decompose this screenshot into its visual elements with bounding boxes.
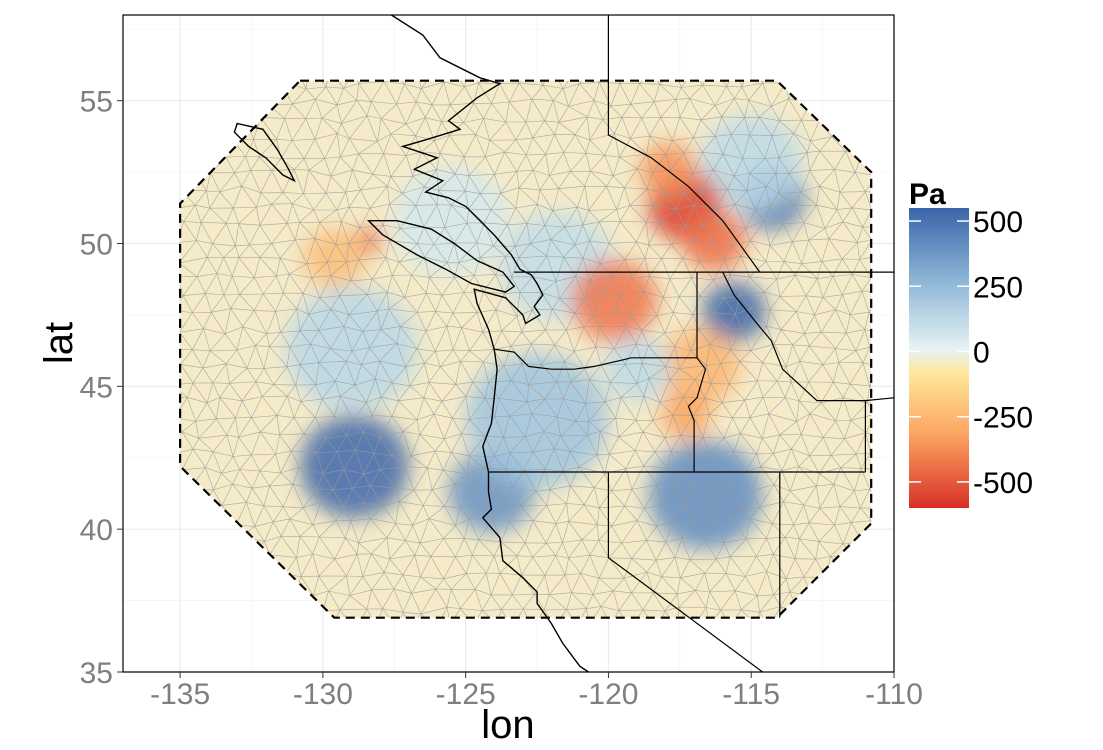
panel-border <box>122 14 895 673</box>
positive-anomaly <box>465 352 609 489</box>
positive-anomaly <box>300 414 409 518</box>
positive-anomaly <box>394 166 509 275</box>
y-axis: 35 40 45 50 55 <box>80 86 123 690</box>
colorbar-tick-label: 0 <box>973 336 990 369</box>
x-tick-label: -115 <box>722 678 780 711</box>
pressure-field <box>180 80 872 618</box>
coastlines-and-borders <box>233 15 894 672</box>
negative-anomaly <box>639 142 697 197</box>
y-axis-title: lat <box>37 322 81 364</box>
colorbar <box>909 208 969 508</box>
x-axis: -135 -130 -125 -120 -115 -110 <box>150 672 923 711</box>
colorbar-legend: Pa 500 250 0 -250 -500 <box>909 178 1033 508</box>
x-axis-title: lon <box>481 703 534 747</box>
colorbar-tick-label: -500 <box>973 467 1033 500</box>
colorbar-tick-label: 500 <box>973 206 1023 239</box>
y-tick-label: 40 <box>80 514 113 547</box>
y-tick-label: 45 <box>80 371 113 404</box>
y-tick-label: 35 <box>80 657 113 690</box>
political-border <box>607 15 761 273</box>
coastline <box>391 15 589 672</box>
y-tick-label: 50 <box>80 229 113 262</box>
x-tick-label: -120 <box>578 678 638 711</box>
x-tick-label: -125 <box>436 678 496 711</box>
y-tick-label: 55 <box>80 86 113 119</box>
negative-anomaly <box>302 227 366 288</box>
x-tick-label: -135 <box>150 678 210 711</box>
political-border <box>607 472 763 672</box>
political-border <box>494 348 697 370</box>
positive-anomaly <box>699 114 803 213</box>
x-tick-label: -130 <box>293 678 353 711</box>
domain-boundary <box>179 79 873 619</box>
colorbar-tick-label: -250 <box>973 402 1033 435</box>
legend-title: Pa <box>909 178 946 211</box>
vancouver-island <box>366 219 516 293</box>
haida-gwaii <box>233 122 296 183</box>
negative-anomaly <box>571 259 657 342</box>
negative-anomaly <box>682 210 746 271</box>
x-tick-label: -110 <box>865 678 923 711</box>
political-border <box>722 271 866 402</box>
colorbar-tick-label: 250 <box>973 271 1023 304</box>
positive-anomaly <box>648 440 763 550</box>
